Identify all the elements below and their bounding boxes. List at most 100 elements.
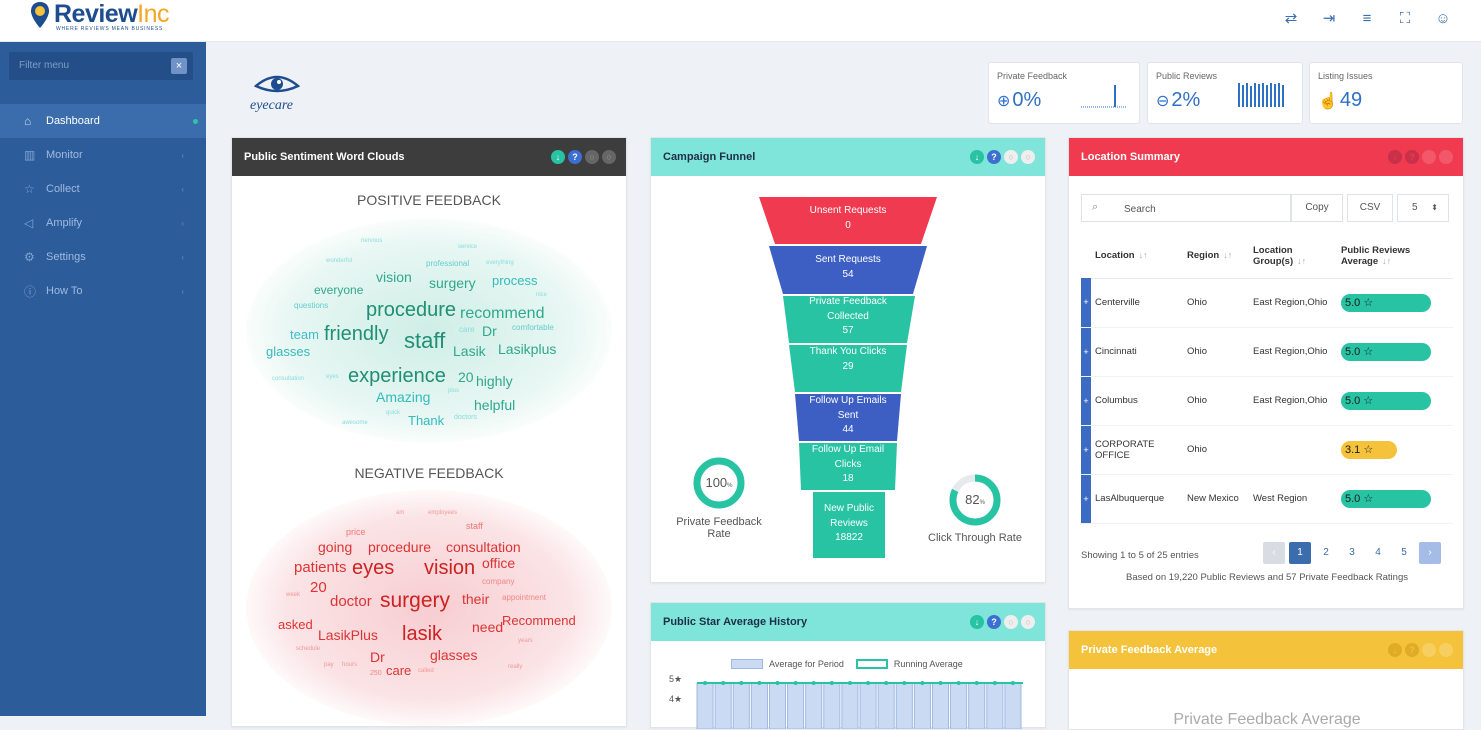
sidebar-item-label: Monitor (46, 149, 83, 161)
info-icon: ⓘ (24, 284, 37, 299)
logout-icon[interactable]: ⇥ (1322, 10, 1336, 27)
page-button-2[interactable]: 2 (1323, 547, 1329, 558)
stat-public-reviews[interactable]: Public Reviews ⊖ 2% (1147, 62, 1303, 124)
table-row[interactable]: + Centerville Ohio East Region,Ohio 5.0 ☆ (1081, 278, 1453, 328)
expand-icon[interactable]: ○ (1021, 150, 1035, 164)
legend-swatch-period (731, 659, 763, 669)
word: consultation (446, 539, 521, 555)
word: Dr (370, 649, 385, 665)
sidebar-item-monitor[interactable]: ▥ Monitor ‹ (0, 138, 206, 172)
col-region[interactable]: Region ↓↑ (1183, 234, 1249, 279)
help-icon[interactable]: ? (987, 615, 1001, 629)
reviewinc-logo[interactable]: ReviewInc WHERE REVIEWS MEAN BUSINESS (28, 0, 208, 42)
sidebar-item-settings[interactable]: ⚙ Settings ‹ (0, 240, 206, 274)
expand-row-button[interactable]: + (1081, 474, 1091, 524)
table-row[interactable]: + Cincinnati Ohio East Region,Ohio 5.0 ☆ (1081, 327, 1453, 377)
word: going (318, 539, 353, 555)
refresh-icon[interactable]: ○ (1004, 150, 1018, 164)
sidebar-item-collect[interactable]: ☆ Collect ‹ (0, 172, 206, 206)
col-location-groups[interactable]: Location Group(s) ↓↑ (1249, 234, 1337, 279)
stat-private-feedback[interactable]: Private Feedback ⊕ 0% (988, 62, 1140, 124)
cell-region: New Mexico (1183, 474, 1249, 524)
word: friendly (324, 323, 389, 345)
home-icon: ⌂ (24, 114, 32, 128)
word: 250 (370, 670, 382, 677)
private-rate-label: Private Feedback Rate (676, 516, 762, 540)
next-page-button[interactable]: › (1419, 542, 1441, 564)
help-icon[interactable]: ? (1405, 150, 1419, 164)
expand-row-button[interactable]: + (1081, 425, 1091, 475)
funnel-stage-sent (769, 246, 927, 294)
page-button-1[interactable]: 1 (1289, 542, 1311, 564)
refresh-icon[interactable]: ○ (1004, 615, 1018, 629)
download-icon[interactable]: ↓ (1388, 643, 1402, 657)
menu-icon[interactable]: ≡ (1362, 10, 1372, 27)
help-icon[interactable]: ? (1405, 643, 1419, 657)
expand-icon[interactable]: ○ (1021, 615, 1035, 629)
funnel-stage-followup-clicks (799, 443, 897, 490)
table-row[interactable]: + CORPORATE OFFICE Ohio 3.1 ☆ (1081, 425, 1453, 475)
expand-header (1081, 234, 1091, 278)
expand-icon[interactable]: ○ (1439, 150, 1453, 164)
word: Recommend (502, 613, 576, 628)
main-content: eyecare Private Feedback ⊕ 0% Public Revi… (206, 42, 1481, 730)
table-row[interactable]: + LasAlbuquerque New Mexico West Region 5.0 … (1081, 474, 1453, 524)
word: team (290, 327, 319, 342)
csv-button[interactable]: CSV (1347, 194, 1393, 222)
star-icon: ☆ (1363, 492, 1374, 505)
cell-region: Ohio (1183, 327, 1249, 377)
table-row[interactable]: + Columbus Ohio East Region,Ohio 5.0 ☆ (1081, 376, 1453, 426)
word: care (459, 325, 475, 334)
rating-badge: 3.1 ☆ (1341, 440, 1397, 459)
copy-button[interactable]: Copy (1291, 194, 1343, 222)
help-icon[interactable]: ? (987, 150, 1001, 164)
prev-page-button[interactable]: ‹ (1263, 542, 1285, 564)
clear-filter-icon[interactable]: × (171, 58, 187, 74)
swap-icon[interactable]: ⇄ (1284, 10, 1298, 27)
star-icon: ☆ (1363, 443, 1374, 456)
download-icon[interactable]: ↓ (970, 615, 984, 629)
filter-menu-input[interactable]: Filter menu × (9, 52, 193, 80)
col-public-reviews-average[interactable]: Public Reviews Average ↓↑ (1337, 234, 1453, 279)
help-icon[interactable]: ? (568, 150, 582, 164)
page-size-value: 5 (1412, 202, 1418, 213)
download-icon[interactable]: ↓ (970, 150, 984, 164)
funnel-label-followup-clicks: Follow Up Email Clicks 18 (811, 444, 885, 484)
page-size-select[interactable]: 5 ⬍ (1397, 194, 1449, 222)
cell-average: 5.0 ☆ (1337, 474, 1453, 524)
refresh-icon[interactable]: ○ (1422, 150, 1436, 164)
expand-row-button[interactable]: + (1081, 376, 1091, 426)
download-icon[interactable]: ↓ (551, 150, 565, 164)
expand-row-button[interactable]: + (1081, 327, 1091, 377)
expand-row-button[interactable]: + (1081, 278, 1091, 328)
word: am (396, 510, 405, 516)
refresh-icon[interactable]: ○ (585, 150, 599, 164)
page-button-3[interactable]: 3 (1349, 547, 1355, 558)
funnel-label-unsent: Unsent Requests 0 (809, 205, 887, 231)
stat-value: ⊖ 2% (1156, 89, 1201, 111)
word: lasik (402, 623, 443, 645)
sidebar-item-amplify[interactable]: ◁ Amplify ‹ (0, 206, 206, 240)
chevron-icon: ‹ (181, 218, 184, 228)
sidebar-item-dashboard[interactable]: ⌂ Dashboard (0, 104, 206, 138)
expand-icon[interactable]: ○ (602, 150, 616, 164)
stat-listing-issues[interactable]: Listing Issues ☝ 49 (1309, 62, 1463, 124)
word: procedure (368, 539, 432, 555)
user-icon[interactable]: ☺ (1435, 10, 1451, 27)
rating-badge: 5.0 ☆ (1341, 293, 1431, 312)
fullscreen-icon[interactable]: ⛶ (1399, 10, 1411, 27)
cell-group: East Region,Ohio (1249, 376, 1337, 426)
private-feedback-average-body: Private Feedback Average (1173, 711, 1361, 728)
expand-icon[interactable]: ○ (1439, 643, 1453, 657)
negative-word-cloud: am employees price staff going procedure… (246, 490, 612, 726)
word: LasikPlus (318, 627, 378, 643)
period-bar (841, 682, 859, 729)
page-button-5[interactable]: 5 (1401, 547, 1407, 558)
refresh-icon[interactable]: ○ (1422, 643, 1436, 657)
sidebar-item-how-to[interactable]: ⓘ How To ‹ (0, 274, 206, 308)
word: 20 (458, 369, 474, 385)
page-button-4[interactable]: 4 (1375, 547, 1381, 558)
download-icon[interactable]: ↓ (1388, 150, 1402, 164)
col-location[interactable]: Location ↓↑ (1091, 234, 1183, 279)
location-search-input[interactable]: ⌕ Search (1081, 194, 1291, 222)
